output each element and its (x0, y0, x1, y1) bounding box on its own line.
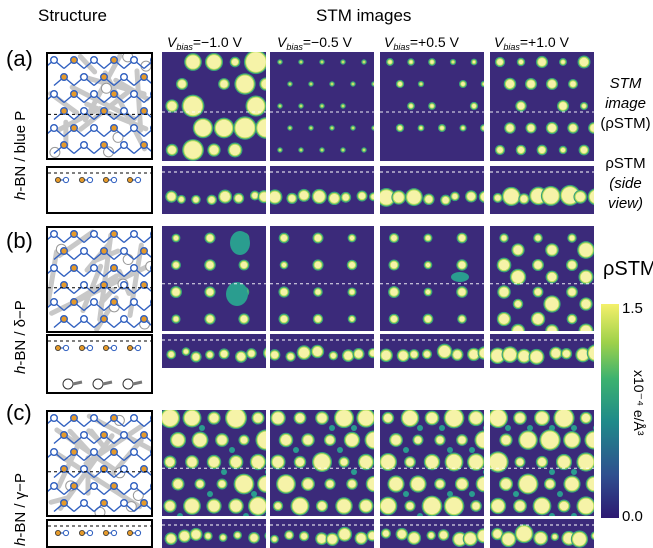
panel-label-c: (c) (6, 400, 32, 425)
stm-image-b-3 (380, 226, 484, 331)
stm-side-b-4 (490, 334, 594, 368)
colorbar-title: ρSTM (603, 258, 653, 280)
stm-side-c-2 (270, 519, 374, 548)
structure-top-c (46, 410, 153, 517)
row-label-b: h-BN / δ−P (12, 300, 29, 374)
stm-side-a-4 (490, 166, 594, 214)
stm-image-c-3 (380, 410, 484, 516)
colorbar-max-tick: 1.5 (622, 300, 643, 317)
stm-image-a-3 (380, 52, 484, 161)
structure-top-a (46, 52, 153, 160)
structure-side-a (46, 166, 153, 214)
colorbar (601, 304, 619, 518)
bias-label-3: Vbias=+0.5 V (384, 34, 459, 52)
stm-image-a-1 (162, 52, 266, 161)
stm-side-c-1 (162, 519, 266, 548)
structure-header: Structure (38, 6, 107, 25)
stm-image-c-1 (162, 410, 266, 516)
row-label-a: h-BN / blue P (12, 110, 29, 200)
stm-image-b-1 (162, 226, 266, 331)
stm-image-annotation: STM image (ρSTM) (600, 75, 651, 132)
stm-side-b-2 (270, 334, 374, 368)
stm-side-b-1 (162, 334, 266, 368)
structure-top-b (46, 226, 153, 333)
colorbar-min-tick: 0.0 (622, 508, 643, 525)
stm-side-a-1 (162, 166, 266, 214)
structure-side-b (46, 334, 153, 394)
stm-side-b-3 (380, 334, 484, 368)
stm-image-c-4 (490, 410, 594, 516)
stm-image-a-2 (270, 52, 374, 161)
row-label-c: h-BN / γ−P (12, 473, 29, 546)
stm-image-c-2 (270, 410, 374, 516)
stm-side-a-3 (380, 166, 484, 214)
structure-side-c (46, 519, 153, 548)
stm-images-header: STM images (316, 6, 412, 25)
panel-label-b: (b) (6, 228, 33, 253)
bias-label-2: Vbias=−0.5 V (277, 34, 352, 52)
colorbar-unit: x10⁻⁴ e/Å³ (631, 370, 647, 436)
stm-image-b-2 (270, 226, 374, 331)
stm-side-c-4 (490, 519, 594, 548)
stm-image-b-4 (490, 226, 594, 331)
panel-label-a: (a) (6, 46, 33, 71)
bias-label-4: Vbias=+1.0 V (494, 34, 569, 52)
stm-side-c-3 (380, 519, 484, 548)
side-view-annotation: ρSTM (side view) (605, 155, 646, 212)
stm-side-a-2 (270, 166, 374, 214)
bias-label-1: Vbias=−1.0 V (167, 34, 242, 52)
stm-image-a-4 (490, 52, 594, 161)
